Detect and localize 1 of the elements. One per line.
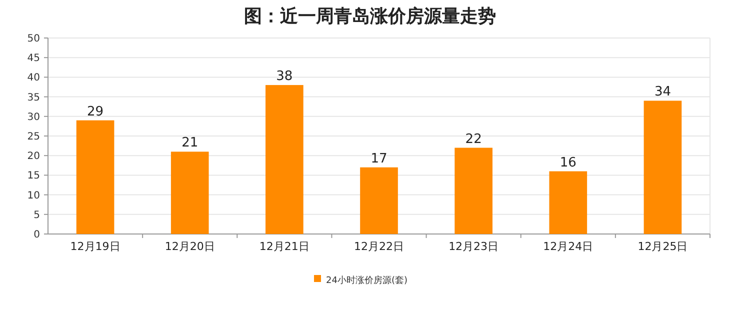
title: 图：近一周青岛涨价房源量走势	[244, 6, 496, 27]
